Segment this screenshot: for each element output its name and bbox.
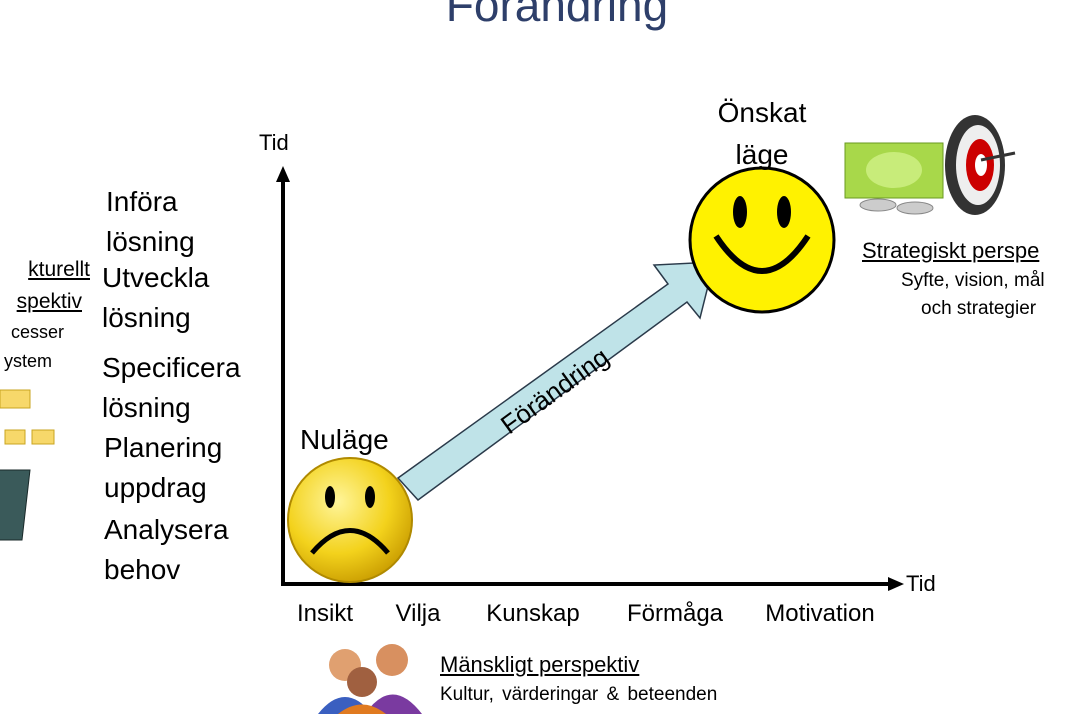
sad-face xyxy=(287,457,413,583)
step-line: lösning xyxy=(102,302,191,333)
x-category: Vilja xyxy=(395,600,441,627)
strategic-line: och strategier xyxy=(921,298,1037,319)
step-line: lösning xyxy=(106,226,195,257)
step: Utveckla lösning xyxy=(102,258,209,338)
step: Analysera behov xyxy=(104,510,229,590)
arrow-label: Förändring xyxy=(495,342,614,440)
desired-state-line: läge xyxy=(735,139,789,170)
current-state: Nuläge xyxy=(300,424,389,455)
human-subtitle: Kultur, värderingar & beteenden xyxy=(440,684,718,705)
strategic-title: Strategiskt perspe xyxy=(862,238,1040,263)
step-line: Specificera xyxy=(102,352,241,383)
desired-state-line: Önskat xyxy=(717,97,807,128)
step-line: Införa xyxy=(106,186,178,217)
people-icon xyxy=(318,644,422,714)
desired-state: Önskat läge xyxy=(700,92,824,176)
x-arrowhead xyxy=(888,577,904,591)
y-arrowhead xyxy=(276,166,290,182)
structural-item: ystem xyxy=(3,351,52,371)
x-category: Motivation xyxy=(765,600,875,627)
structural-title: kturellt xyxy=(28,258,90,281)
structural-title: spektiv xyxy=(16,290,82,313)
step-line: behov xyxy=(104,554,181,585)
x-category: Förmåga xyxy=(626,600,724,627)
x-category: Insikt xyxy=(296,600,354,627)
step: Specificera lösning xyxy=(102,348,241,428)
step-line: Utveckla xyxy=(102,262,210,293)
step-line: uppdrag xyxy=(104,472,207,503)
structural-item: cesser xyxy=(10,322,64,342)
title: Förändring xyxy=(445,0,669,31)
step: Planering uppdrag xyxy=(104,428,222,508)
strategy-icon xyxy=(844,115,1016,215)
step-line: Analysera xyxy=(104,514,229,545)
human-title: Mänskligt perspektiv xyxy=(440,652,640,677)
structure-icon xyxy=(0,389,55,541)
change-arrow xyxy=(396,261,715,502)
step-line: Planering xyxy=(104,432,223,463)
step: Införa lösning xyxy=(106,182,195,262)
happy-face xyxy=(688,166,836,314)
x-axis-label: Tid xyxy=(906,571,936,596)
x-category: Kunskap xyxy=(486,600,580,627)
strategic-line: Syfte, vision, mål xyxy=(901,270,1045,291)
step-line: lösning xyxy=(102,392,191,423)
y-axis-label: Tid xyxy=(259,130,289,155)
